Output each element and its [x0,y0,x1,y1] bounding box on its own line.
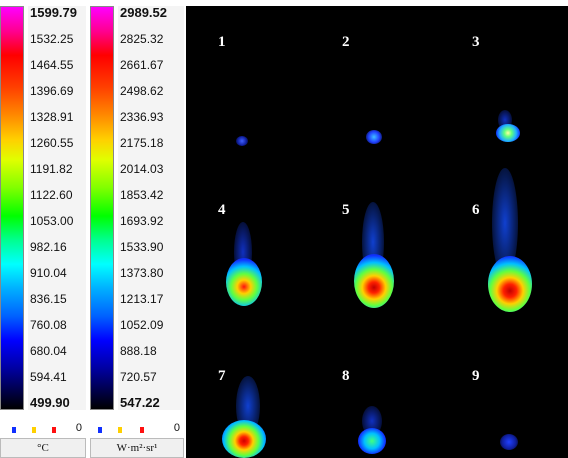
radiance-tick: 720.57 [120,370,157,384]
thermal-plume-frame-1 [236,136,248,146]
radiance-tick-list: 2989.52 2825.32 2661.67 2498.62 2336.93 … [118,6,184,410]
temperature-tick: 1532.25 [30,32,74,46]
temperature-tick: 1599.79 [30,5,77,20]
radiance-tick: 2989.52 [120,5,167,20]
radiance-tick: 1373.80 [120,266,164,280]
radiance-tick: 547.22 [120,395,160,410]
temperature-tick: 680.04 [30,344,67,358]
frame-label: 3 [472,34,480,50]
frame-label: 6 [472,202,480,218]
frame-label: 9 [472,368,480,384]
temperature-tick: 1260.55 [30,136,74,150]
temperature-tick: 1396.69 [30,84,74,98]
radiance-gradient-bar [90,6,114,410]
temperature-tick: 1053.00 [30,214,74,228]
temperature-tick: 1122.60 [30,188,73,202]
temperature-tick: 910.04 [30,266,67,280]
red-marker-icon [52,427,56,433]
frame-label: 4 [218,202,226,218]
thermal-plume-frame-3 [496,124,520,142]
radiance-tick: 1052.09 [120,318,164,332]
frame-label: 2 [342,34,350,50]
radiance-tick: 888.18 [120,344,157,358]
thermal-plume-frame-4 [226,258,262,306]
yellow-marker-icon [32,427,36,433]
thermal-plume-frame-9 [500,434,518,450]
frame-label: 5 [342,202,350,218]
frame-label: 1 [218,34,226,50]
radiance-unit-label: W·m²·sr¹ [90,438,184,458]
frame-label: 7 [218,368,226,384]
temperature-gradient-bar [0,6,24,410]
radiance-legend-markers: 0 [90,422,184,436]
radiance-zero-value: 0 [173,422,180,434]
radiance-tick: 1533.90 [120,240,164,254]
temperature-scale: 1599.79 1532.25 1464.55 1396.69 1328.91 … [0,6,86,458]
radiance-scale: 2989.52 2825.32 2661.67 2498.62 2336.93 … [90,6,184,458]
thermal-frames-panel: 1 2 3 4 5 6 7 8 9 [186,6,568,458]
thermal-plume-frame-5 [354,254,394,308]
temperature-tick: 982.16 [30,240,67,254]
temperature-zero-value: 0 [75,422,82,434]
temperature-tick: 836.15 [30,292,67,306]
radiance-tick: 2336.93 [120,110,164,124]
thermal-plume-frame-2 [366,130,382,144]
frame-label: 8 [342,368,350,384]
temperature-unit-label: °C [0,438,86,458]
radiance-tick: 2014.03 [120,162,164,176]
radiance-tick: 2175.18 [120,136,164,150]
temperature-tick: 1464.55 [30,58,74,72]
blue-marker-icon [12,427,16,433]
temperature-tick-list: 1599.79 1532.25 1464.55 1396.69 1328.91 … [28,6,86,410]
thermal-plume-frame-8 [358,428,386,454]
temperature-tick: 594.41 [30,370,67,384]
temperature-tick: 760.08 [30,318,67,332]
temperature-tick: 499.90 [30,395,70,410]
radiance-tick: 1213.17 [120,292,164,306]
radiance-tick: 2825.32 [120,32,164,46]
thermal-plume-frame-7 [222,420,266,458]
yellow-marker-icon [118,427,122,433]
temperature-legend-markers: 0 [0,422,86,436]
radiance-tick: 2661.67 [120,58,164,72]
temperature-tick: 1328.91 [30,110,74,124]
radiance-tick: 2498.62 [120,84,164,98]
blue-marker-icon [98,427,102,433]
red-marker-icon [140,427,144,433]
radiance-tick: 1853.42 [120,188,164,202]
thermal-plume-frame-6 [488,256,532,312]
temperature-tick: 1191.82 [30,162,73,176]
radiance-tick: 1693.92 [120,214,164,228]
